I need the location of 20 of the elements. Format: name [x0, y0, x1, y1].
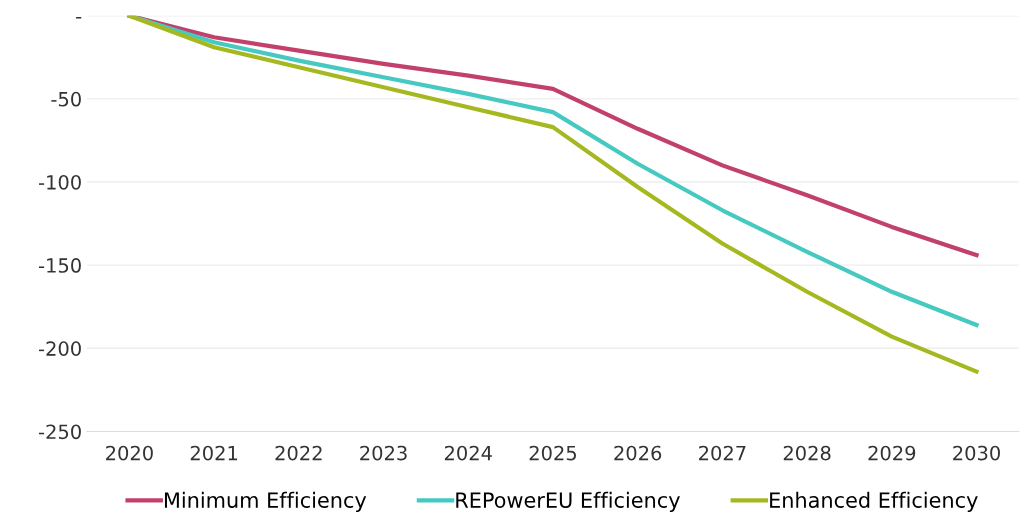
x-tick-label: 2023 — [360, 445, 407, 461]
y-tick-label: -100 — [39, 174, 81, 190]
legend-label: Minimum Efficiency — [164, 491, 367, 512]
x-tick-label: 2025 — [529, 445, 576, 461]
x-tick-label: 2026 — [614, 445, 662, 461]
y-tick-label: -50 — [51, 91, 81, 107]
y-tick-label: -150 — [39, 258, 81, 273]
x-tick-label: 2021 — [190, 445, 238, 461]
x-tick-label: 2022 — [275, 445, 322, 461]
x-tick-label: 2027 — [699, 445, 746, 461]
x-tick-label: 2028 — [783, 445, 831, 461]
legend-label: REPowerEU Efficiency — [456, 491, 680, 512]
x-tick-label: 2029 — [868, 445, 916, 461]
legend-label: Enhanced Efficiency — [770, 491, 978, 512]
y-tick-label: -250 — [39, 424, 81, 440]
x-tick-label: 2024 — [444, 445, 492, 461]
y-tick-label: -200 — [39, 341, 81, 356]
x-tick-label: 2030 — [953, 445, 1000, 461]
y-tick-label: - — [76, 16, 82, 19]
x-tick-label: 2020 — [106, 445, 153, 461]
